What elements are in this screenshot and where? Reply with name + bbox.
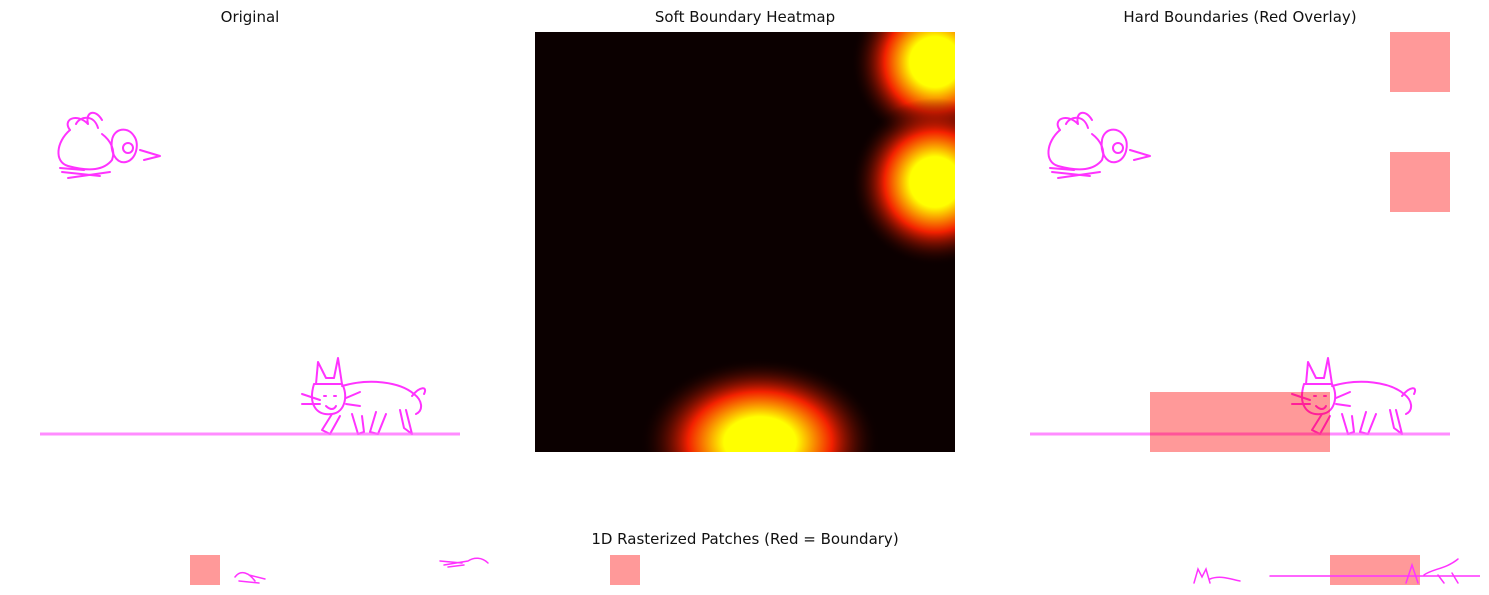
- original-panel: [40, 32, 460, 452]
- original-title: Original: [220, 8, 280, 26]
- boundary-patch-0: [1390, 32, 1450, 92]
- strip-boundary-3: [1360, 555, 1390, 585]
- hard-panel: [1030, 32, 1450, 452]
- strip-boundary-2: [1330, 555, 1360, 585]
- rasterized-strip: [190, 555, 1480, 585]
- hard-boundaries-title: Hard Boundaries (Red Overlay): [1123, 8, 1357, 26]
- heatmap-panel: [535, 32, 955, 452]
- strip-title: 1D Rasterized Patches (Red = Boundary): [591, 530, 899, 548]
- hard-boundaries-image: [1030, 32, 1450, 452]
- heatmap-hotspot-1: [851, 98, 955, 266]
- boundary-patch-2: [1150, 392, 1210, 452]
- heatmap-title: Soft Boundary Heatmap: [654, 8, 836, 26]
- boundary-patch-1: [1390, 152, 1450, 212]
- boundary-patch-4: [1270, 392, 1330, 452]
- heatmap-hotspot-2: [640, 358, 880, 452]
- strip-sketch-fragment-4: [1405, 558, 1459, 584]
- strip-sketch-fragment-2: [1193, 566, 1241, 584]
- heatmap-image: [535, 32, 955, 452]
- strip-panel: [40, 555, 1480, 585]
- strip-boundary-4: [1390, 555, 1420, 585]
- strip-sketch-fragment-1: [439, 557, 489, 568]
- original-image: [40, 111, 460, 436]
- original-bird-drawing: [57, 111, 161, 179]
- strip-sketch-fragment-0: [234, 571, 266, 584]
- boundary-patch-3: [1210, 392, 1270, 452]
- hard-bird-drawing: [1047, 111, 1151, 179]
- strip-boundary-0: [190, 555, 220, 585]
- original-cat-drawing: [301, 357, 426, 435]
- strip-boundary-1: [610, 555, 640, 585]
